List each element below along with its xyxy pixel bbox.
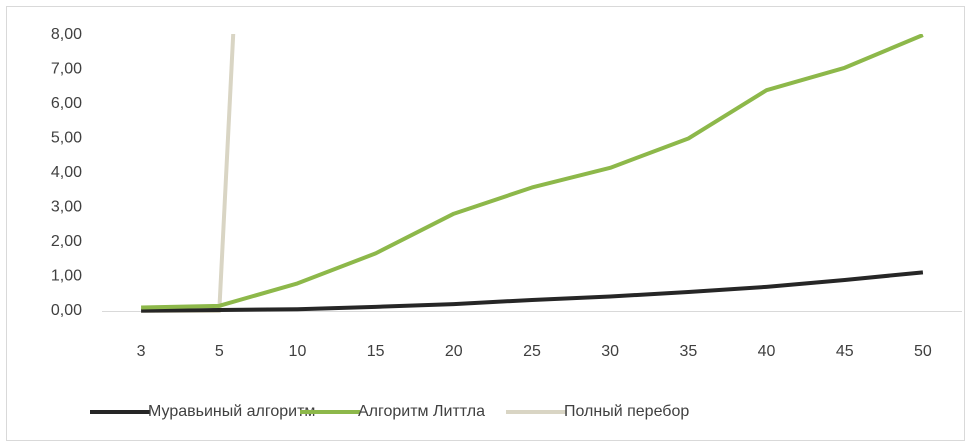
x-tick-label: 45: [836, 343, 854, 360]
y-tick-label: 4,00: [51, 164, 82, 181]
y-tick-label: 5,00: [51, 130, 82, 147]
y-tick-label: 2,00: [51, 233, 82, 250]
series-line: [141, 270, 924, 313]
legend-label: Алгоритм Литтла: [358, 403, 485, 420]
chart-border: [6, 6, 965, 441]
legend-label: Полный перебор: [564, 403, 689, 420]
legend-label: Муравьиный алгоритм: [148, 403, 315, 420]
y-tick-label: 8,00: [51, 26, 82, 43]
x-tick-label: 20: [445, 343, 463, 360]
y-tick-label: 3,00: [51, 199, 82, 216]
x-tick-label: 3: [137, 343, 146, 360]
y-tick-label: 1,00: [51, 268, 82, 285]
x-tick-label: 50: [914, 343, 932, 360]
x-tick-label: 15: [367, 343, 385, 360]
x-tick-label: 40: [758, 343, 776, 360]
series-line: [141, 34, 924, 310]
y-tick-label: 0,00: [51, 302, 82, 319]
plot-area: [141, 34, 924, 313]
x-tick-label: 30: [601, 343, 619, 360]
y-tick-label: 7,00: [51, 61, 82, 78]
x-tick-label: 5: [215, 343, 224, 360]
y-tick-label: 6,00: [51, 95, 82, 112]
x-tick-label: 10: [289, 343, 307, 360]
x-tick-label: 25: [523, 343, 541, 360]
x-tick-label: 35: [679, 343, 697, 360]
